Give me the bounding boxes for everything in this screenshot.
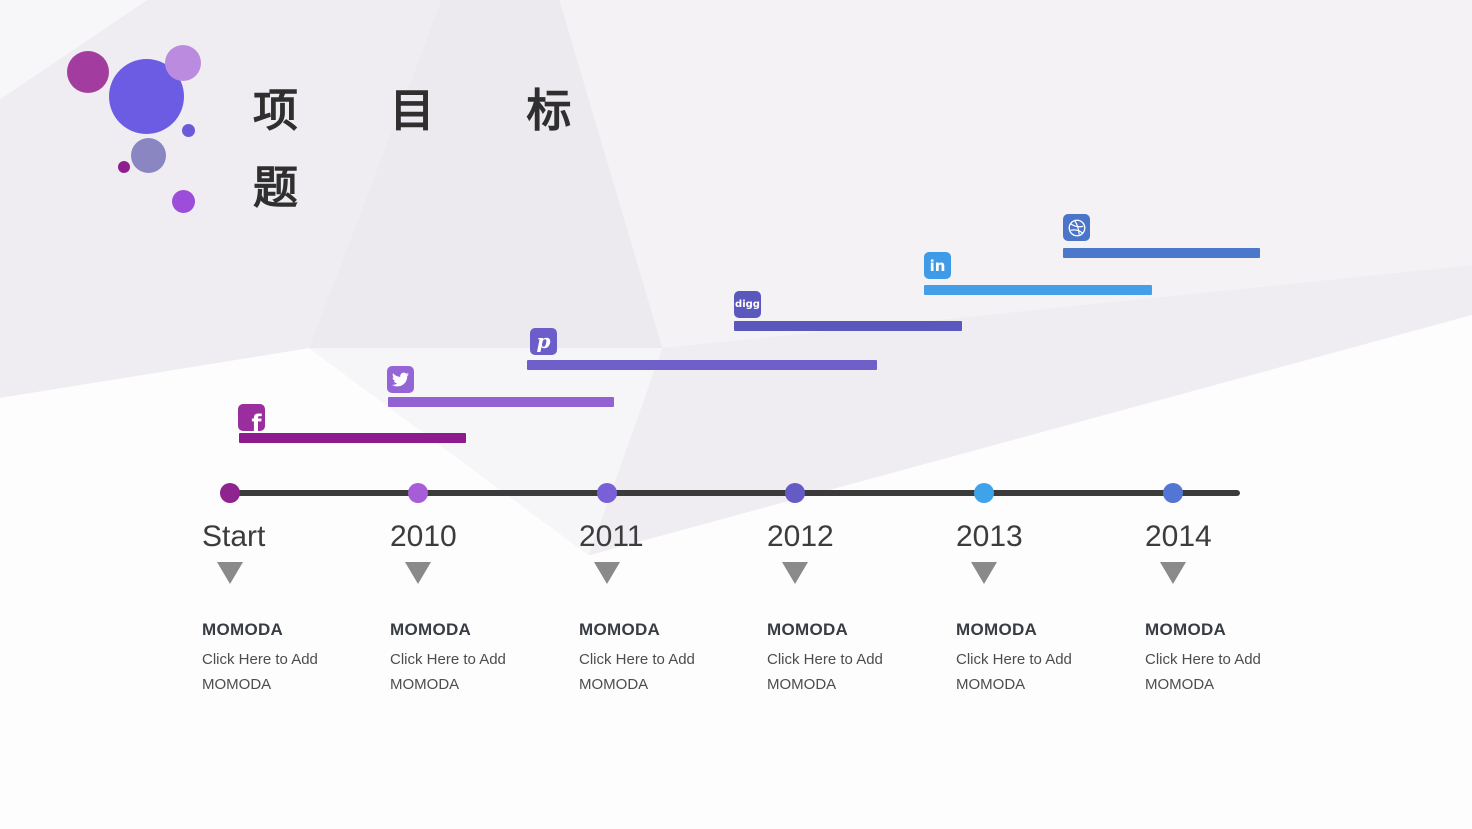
facebook-icon: f bbox=[238, 404, 265, 431]
triangle-down-icon bbox=[1160, 562, 1186, 584]
milestone-label: 2014 bbox=[1145, 520, 1212, 553]
digg-icon: digg bbox=[734, 291, 761, 318]
triangle-down-icon bbox=[594, 562, 620, 584]
decor-circle bbox=[172, 190, 195, 213]
milestone-column-start: Start MOMODA Click Here to Add MOMODA bbox=[202, 520, 362, 710]
decor-circle bbox=[67, 51, 109, 93]
timeline-dot-2014 bbox=[1163, 483, 1183, 503]
timeline-dot-2011 bbox=[597, 483, 617, 503]
momoda-placeholder[interactable]: Click Here to Add MOMODA bbox=[956, 651, 1072, 693]
decor-circle bbox=[182, 124, 195, 137]
facebook-glyph: f bbox=[251, 410, 262, 432]
pinterest-bar bbox=[527, 360, 877, 370]
linkedin-bar bbox=[924, 285, 1152, 295]
pinterest-icon: p bbox=[530, 328, 557, 355]
dribbble-bar bbox=[1063, 248, 1260, 258]
twitter-icon bbox=[387, 366, 414, 393]
facebook-bar bbox=[239, 433, 466, 443]
milestone-column-2014: 2014 MOMODA Click Here to Add MOMODA bbox=[1145, 520, 1305, 710]
digg-bar bbox=[734, 321, 962, 331]
milestone-column-2013: 2013 MOMODA Click Here to Add MOMODA bbox=[956, 520, 1116, 710]
triangle-down-icon bbox=[782, 562, 808, 584]
twitter-bar bbox=[388, 397, 614, 407]
twitter-bird-icon bbox=[392, 372, 409, 387]
momoda-placeholder[interactable]: Click Here to Add MOMODA bbox=[1145, 651, 1261, 693]
triangle-down-icon bbox=[405, 562, 431, 584]
pinterest-glyph: p bbox=[536, 328, 551, 353]
milestone-column-2010: 2010 MOMODA Click Here to Add MOMODA bbox=[390, 520, 550, 710]
milestone-column-2012: 2012 MOMODA Click Here to Add MOMODA bbox=[767, 520, 927, 710]
milestone-label: Start bbox=[202, 520, 266, 553]
momoda-heading[interactable]: MOMODA bbox=[579, 620, 661, 639]
momoda-heading[interactable]: MOMODA bbox=[956, 620, 1038, 639]
momoda-placeholder[interactable]: Click Here to Add MOMODA bbox=[579, 651, 695, 693]
dribbble-icon bbox=[1063, 214, 1090, 241]
milestone-label: 2011 bbox=[579, 520, 644, 553]
momoda-placeholder[interactable]: Click Here to Add MOMODA bbox=[390, 651, 506, 693]
momoda-heading[interactable]: MOMODA bbox=[202, 620, 284, 639]
timeline-axis bbox=[226, 490, 1240, 496]
linkedin-icon: in bbox=[924, 252, 951, 279]
momoda-heading[interactable]: MOMODA bbox=[767, 620, 849, 639]
linkedin-glyph: in bbox=[929, 256, 946, 275]
decor-circle bbox=[118, 161, 130, 173]
triangle-down-icon bbox=[217, 562, 243, 584]
momoda-heading[interactable]: MOMODA bbox=[390, 620, 472, 639]
page-title[interactable]: 项 目 标 题 bbox=[253, 72, 573, 226]
momoda-placeholder[interactable]: Click Here to Add MOMODA bbox=[767, 651, 883, 693]
timeline-dot-2012 bbox=[785, 483, 805, 503]
timeline-dot-2013 bbox=[974, 483, 994, 503]
triangle-down-icon bbox=[971, 562, 997, 584]
page-title-line2: 题 bbox=[253, 161, 337, 214]
decor-circle bbox=[165, 45, 201, 81]
milestone-column-2011: 2011 MOMODA Click Here to Add MOMODA bbox=[579, 520, 739, 710]
momoda-placeholder[interactable]: Click Here to Add MOMODA bbox=[202, 651, 318, 693]
page-title-line1: 项 目 标 bbox=[253, 84, 610, 137]
decor-circle bbox=[131, 138, 166, 173]
timeline-dot-start bbox=[220, 483, 240, 503]
milestone-label: 2010 bbox=[390, 520, 457, 553]
momoda-heading[interactable]: MOMODA bbox=[1145, 620, 1227, 639]
timeline-dot-2010 bbox=[408, 483, 428, 503]
milestone-label: 2013 bbox=[956, 520, 1023, 553]
dribbble-ball-icon bbox=[1068, 219, 1085, 236]
digg-glyph: digg bbox=[735, 299, 760, 310]
milestone-label: 2012 bbox=[767, 520, 834, 553]
